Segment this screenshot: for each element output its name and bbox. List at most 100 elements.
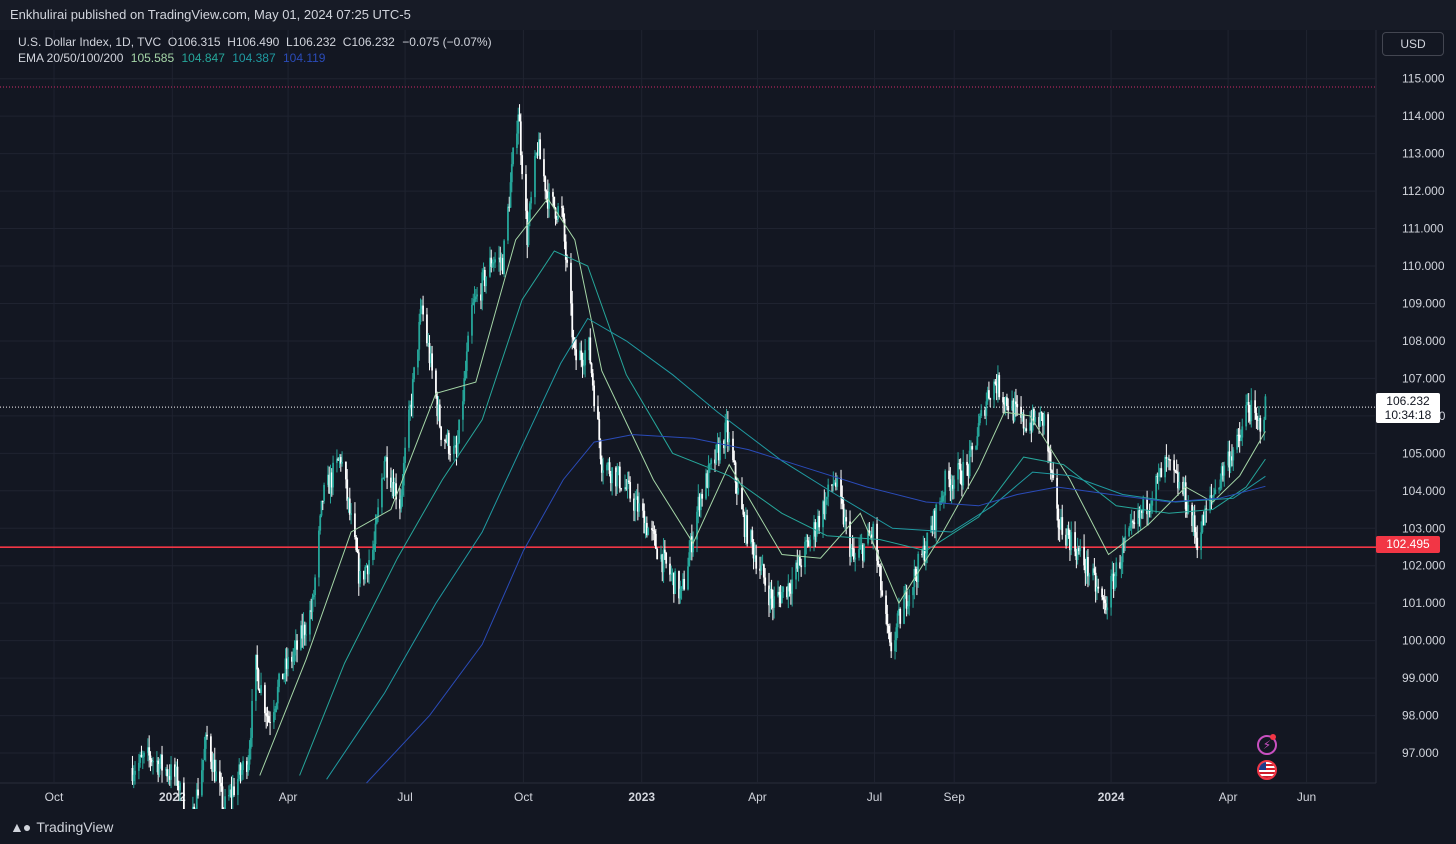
candle-body [1228,451,1231,468]
candle-body [1049,451,1052,471]
footer-bar: ▲● TradingView [0,809,1456,844]
candle-body [314,577,316,596]
candle-body [453,446,455,455]
candle-body [260,685,262,693]
candle-body [1196,537,1199,551]
candle-body [490,257,493,267]
candle-body [1155,475,1157,501]
candle-body [319,515,322,531]
candle-body [1047,414,1049,452]
candle-body [500,257,503,263]
candle-body [959,463,962,484]
candle-body [374,523,377,545]
candle-body [995,384,998,394]
candle-body [728,438,731,443]
candle-body [350,513,352,515]
candle-body [607,462,610,465]
us-flag-icon[interactable] [1257,760,1277,780]
candle-body [1004,397,1007,405]
candle-body [1022,414,1025,429]
us-flag-graphic [1259,762,1275,778]
candle-body [330,472,333,488]
candle-body [859,545,862,550]
candle-body [131,768,134,782]
candle-body [454,445,457,447]
candle-body [611,467,614,484]
candle-body [669,563,671,575]
candle-body [240,770,243,775]
candle-body [795,562,797,580]
candle-body [1201,515,1204,533]
candle-body [950,484,953,491]
candle-body [1039,412,1042,427]
x-tick-label: Sep [944,790,966,804]
candle-body [346,479,349,501]
candle-body [627,480,630,483]
candle-body [660,554,662,560]
currency-button[interactable]: USD [1382,32,1444,56]
y-tick-label: 97.000 [1402,746,1439,760]
candle-body [962,461,965,486]
candle-body [957,463,959,480]
candle-body [545,191,548,193]
candle-body [427,343,430,345]
candle-body [534,155,536,198]
candle-body [921,553,923,555]
candle-body [231,786,234,798]
candle-body [998,375,1001,398]
candle-body [1087,557,1089,577]
candle-body [238,764,241,779]
candle-body [744,515,747,537]
candle-body [932,510,935,530]
candle-body [229,789,232,795]
candle-body [494,259,497,263]
candle-body [949,479,952,491]
candle-body [852,548,855,560]
candle-body [410,404,413,408]
candle-body [725,420,728,423]
candle-body [293,648,296,656]
candle-body [1128,527,1130,537]
candle-body [854,557,857,560]
candle-body [822,501,824,528]
candle-body [273,712,275,723]
candle-body [366,565,369,575]
candle-body [940,501,943,503]
candle-body [591,373,594,386]
candle-body [320,500,323,516]
candle-body [710,459,713,464]
candle-body [1174,470,1177,472]
candle-body [1084,565,1087,574]
candle-body [976,436,979,446]
candle-body [762,564,765,578]
ema-label[interactable]: EMA 20/50/100/200 [18,51,124,65]
candle-body [393,483,396,497]
candle-body [1258,418,1260,421]
symbol-name[interactable]: U.S. Dollar Index, 1D, TVC [18,35,162,49]
candle-body [867,530,869,544]
candle-body [935,504,938,530]
candle-body [285,658,288,669]
candle-body [599,439,602,460]
candle-body [212,759,215,772]
candle-body [1177,472,1179,489]
candle-body [1103,599,1106,604]
ema-line-3 [326,317,1266,780]
candle-body [789,591,792,594]
candle-body [589,337,592,364]
candle-body [566,259,569,263]
candle-body [843,517,846,525]
candle-body [507,206,509,241]
candle-body [597,406,599,420]
candle-body [755,555,758,569]
tradingview-logo[interactable]: ▲● TradingView [10,819,113,835]
lightning-icon[interactable]: ⚡ [1257,735,1277,755]
candle-body [887,625,890,633]
candle-body [543,159,545,177]
price-chart[interactable]: 115.000 114.000 113.000 112.000 111.000 110.0… [0,30,1456,809]
candle-body [644,522,647,534]
candle-body [471,304,473,336]
candle-body [1236,434,1239,450]
candle-body [868,530,871,536]
candle-body [1142,498,1145,513]
